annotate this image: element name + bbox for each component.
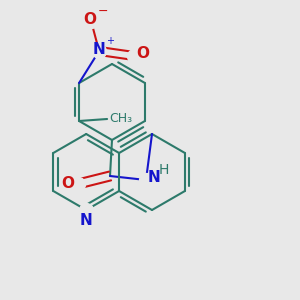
Text: −: − bbox=[98, 4, 109, 17]
Text: N: N bbox=[148, 169, 161, 184]
Text: O: O bbox=[84, 11, 97, 26]
Text: N: N bbox=[80, 213, 93, 228]
Text: O: O bbox=[61, 176, 74, 191]
Text: N: N bbox=[93, 41, 106, 56]
Text: +: + bbox=[106, 36, 114, 46]
Text: O: O bbox=[136, 46, 149, 62]
Text: CH₃: CH₃ bbox=[109, 112, 132, 125]
Text: H: H bbox=[159, 163, 169, 177]
